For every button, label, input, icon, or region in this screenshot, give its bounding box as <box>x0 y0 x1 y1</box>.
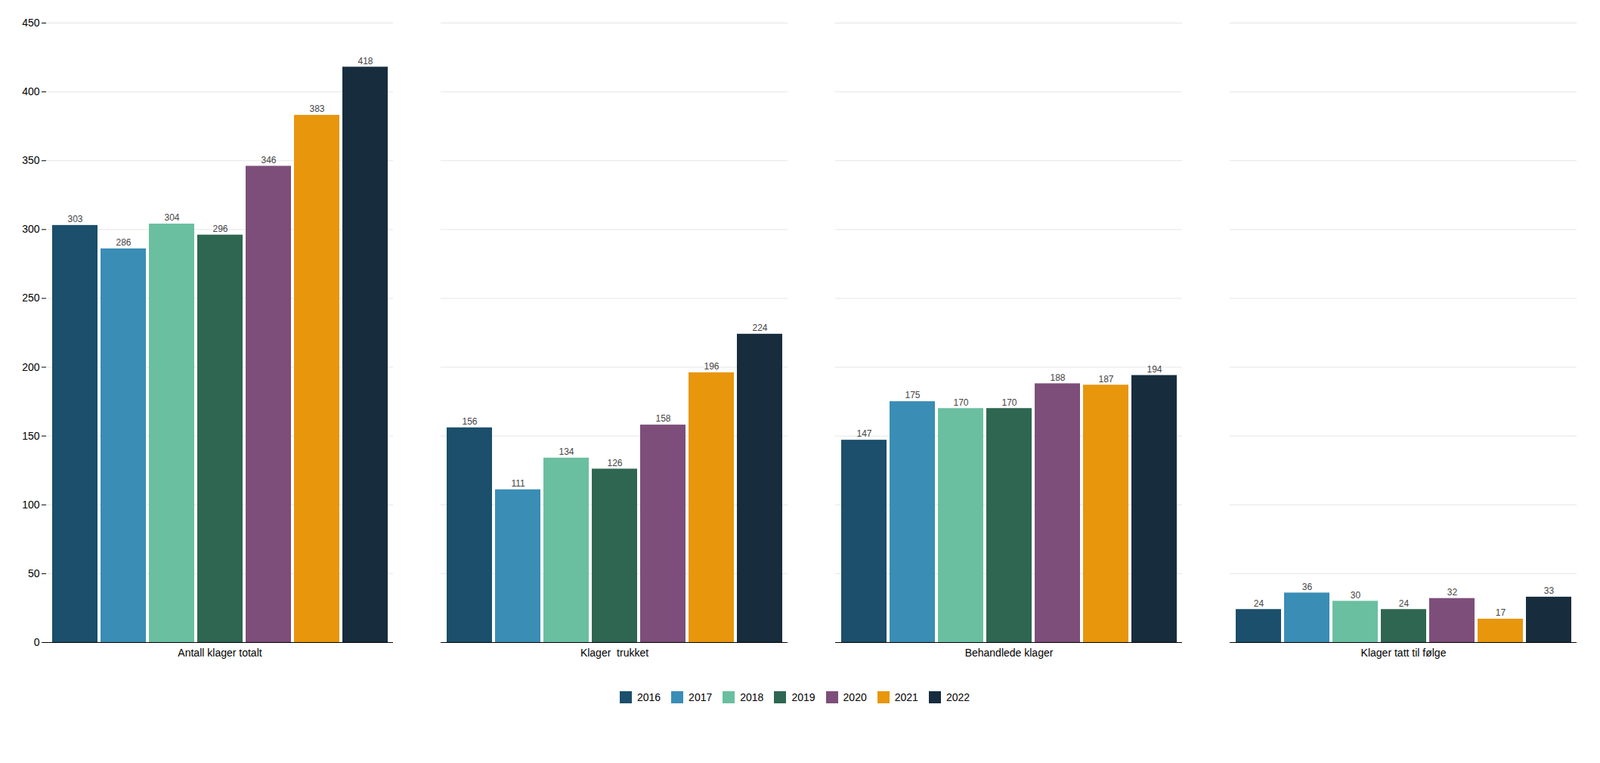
svg-text:33: 33 <box>1544 585 1555 597</box>
svg-text:296: 296 <box>212 223 228 235</box>
svg-text:36: 36 <box>1302 581 1313 593</box>
svg-text:418: 418 <box>357 55 373 67</box>
svg-text:50: 50 <box>27 567 41 580</box>
svg-text:134: 134 <box>558 446 574 458</box>
svg-text:346: 346 <box>260 154 276 166</box>
svg-text:Behandlede klager: Behandlede klager <box>965 646 1054 660</box>
html-text:2018: 2018 <box>740 691 764 704</box>
svg-text:188: 188 <box>1049 372 1065 384</box>
svg-text:150: 150 <box>21 430 41 443</box>
svg-text:156: 156 <box>461 416 477 428</box>
svg-text:303: 303 <box>67 213 83 225</box>
html-text:2022: 2022 <box>946 691 970 704</box>
svg-text:Klager trukket: Klager trukket <box>580 646 649 660</box>
svg-text:0: 0 <box>34 636 41 649</box>
svg-text:111: 111 <box>510 478 526 489</box>
svg-text:24: 24 <box>1398 598 1410 610</box>
svg-text:187: 187 <box>1098 374 1114 385</box>
html-text:2016: 2016 <box>637 691 661 704</box>
html-text:2019: 2019 <box>791 691 816 704</box>
svg-text:Antall klager totalt: Antall klager totalt <box>177 646 262 660</box>
svg-text:Klager tatt til følge: Klager tatt til følge <box>1361 646 1447 660</box>
svg-text:100: 100 <box>21 498 41 511</box>
html-text:2021: 2021 <box>894 691 919 704</box>
svg-text:24: 24 <box>1253 598 1265 610</box>
svg-text:147: 147 <box>856 428 872 440</box>
svg-text:250: 250 <box>21 291 41 304</box>
svg-text:170: 170 <box>1001 397 1017 409</box>
svg-text:383: 383 <box>309 103 325 115</box>
svg-text:30: 30 <box>1350 590 1362 601</box>
svg-text:158: 158 <box>655 413 671 424</box>
svg-text:224: 224 <box>752 322 768 334</box>
html-text:2020: 2020 <box>843 691 867 704</box>
svg-text:194: 194 <box>1146 364 1162 375</box>
svg-text:170: 170 <box>953 397 969 409</box>
svg-text:175: 175 <box>904 389 920 401</box>
svg-text:286: 286 <box>115 237 131 248</box>
svg-text:196: 196 <box>703 361 719 372</box>
html-text:2017: 2017 <box>688 691 713 704</box>
svg-text:400: 400 <box>21 85 41 98</box>
svg-text:32: 32 <box>1447 587 1458 598</box>
svg-text:350: 350 <box>21 154 41 167</box>
svg-text:126: 126 <box>606 458 623 469</box>
svg-text:200: 200 <box>21 361 41 374</box>
svg-text:450: 450 <box>21 16 41 29</box>
svg-text:300: 300 <box>21 222 41 236</box>
svg-text:304: 304 <box>164 212 180 223</box>
svg-text:17: 17 <box>1495 607 1507 619</box>
